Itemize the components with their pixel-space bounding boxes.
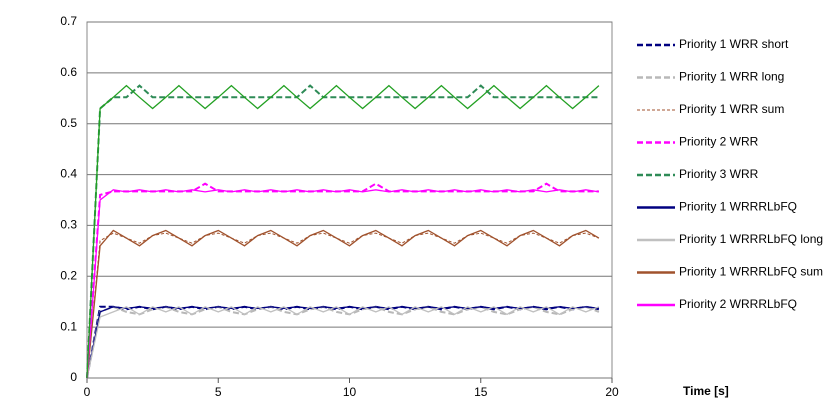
y-tick-label: 0.4 xyxy=(60,167,77,181)
y-tick-label: 0.6 xyxy=(60,65,77,79)
x-tick-label: 20 xyxy=(605,385,619,399)
series-line xyxy=(86,306,599,379)
legend-label: Priority 1 WRRRLbFQ xyxy=(679,200,797,214)
series-line xyxy=(86,229,600,379)
series-line xyxy=(86,84,599,379)
series-line xyxy=(86,305,600,379)
y-tick-label: 0.1 xyxy=(60,319,77,333)
series-line xyxy=(86,189,600,379)
x-tick-label: 5 xyxy=(215,385,222,399)
legend-label: Priority 1 WRRRLbFQ sum xyxy=(679,265,823,279)
x-axis-label: Time [s] xyxy=(683,384,729,398)
y-tick-label: 0.3 xyxy=(60,218,77,232)
legend-label: Priority 1 WRR long xyxy=(679,70,784,84)
y-tick-label: 0.7 xyxy=(60,14,77,28)
legend-label: Priority 1 WRR short xyxy=(679,37,789,51)
legend-label: Priority 2 WRRRLbFQ xyxy=(679,297,797,311)
x-tick-label: 15 xyxy=(474,385,488,399)
x-tick-label: 10 xyxy=(343,385,357,399)
legend-label: Priority 2 WRR xyxy=(679,135,759,149)
legend-label: Priority 1 WRR sum xyxy=(679,102,784,116)
legend-label: Priority 1 WRRRLbFQ long xyxy=(679,232,823,246)
series-line xyxy=(86,306,600,379)
y-tick-label: 0 xyxy=(70,370,77,384)
series-line xyxy=(86,232,600,379)
x-tick-label: 0 xyxy=(84,385,91,399)
plot-area xyxy=(86,21,613,379)
series-line xyxy=(86,84,600,379)
y-tick-label: 0.5 xyxy=(60,116,77,130)
y-tick-label: 0.2 xyxy=(60,268,77,282)
legend-label: Priority 3 WRR xyxy=(679,167,759,181)
